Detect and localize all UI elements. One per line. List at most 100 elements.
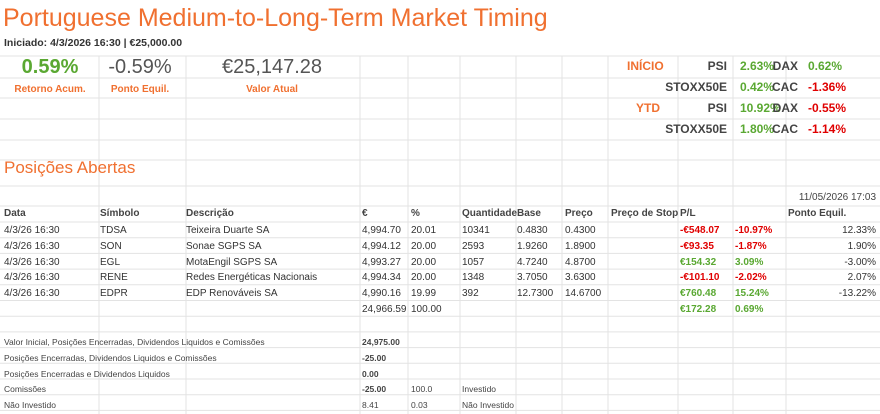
cell: -2.02% (735, 272, 767, 284)
cell: 15.24% (735, 288, 769, 300)
cell: 1348 (462, 272, 485, 284)
cell: EDP Renováveis SA (186, 288, 278, 300)
cell: 20.01 (411, 225, 437, 236)
cell: 4,993.27 (362, 256, 401, 268)
cell: 4/3/26 16:30 (4, 288, 60, 300)
index-name: CAC (772, 80, 798, 94)
cell: TDSA (100, 225, 127, 236)
summary-cell: 8.41 (362, 400, 379, 411)
cell: 1.90% (847, 240, 876, 252)
summary-label: Valor Atual (246, 84, 298, 95)
summary-cell: 0.00 (362, 368, 379, 379)
column-header: Base (517, 208, 541, 219)
cell: -€93.35 (680, 240, 714, 252)
cell: 2593 (462, 240, 485, 252)
index-value: -1.14% (808, 122, 847, 136)
summary-cell: Investido (462, 384, 497, 395)
summary-label: Ponto Equil. (110, 84, 170, 95)
column-header: Preço (565, 208, 593, 219)
summary-cell: 100.0 (411, 384, 433, 395)
cell: 10341 (462, 225, 490, 236)
column-header: % (411, 208, 420, 219)
cell: 20.00 (411, 272, 437, 284)
summary-cell: 0.03 (411, 400, 428, 411)
timestamp: 11/05/2026 17:03 (798, 192, 876, 203)
index-section: INÍCIO (627, 59, 664, 73)
cell: 4/3/26 16:30 (4, 272, 60, 284)
summary-cell: -25.00 (362, 384, 387, 395)
cell: 4/3/26 16:30 (4, 225, 60, 236)
cell: 3.6300 (565, 272, 596, 284)
summary-label: Valor Inicial, Posições Encerradas, Divi… (4, 337, 265, 347)
cell: 20.00 (411, 256, 437, 268)
index-name: STOXX50E (665, 80, 727, 94)
index-value: 0.42% (740, 80, 775, 94)
index-name: STOXX50E (665, 122, 727, 136)
index-section: YTD (636, 101, 660, 115)
cell: €154.32 (680, 256, 717, 268)
cell: 4,994.12 (362, 240, 401, 252)
column-header: P/L (680, 208, 696, 219)
index-value: 1.80% (740, 122, 775, 136)
cell: -€101.10 (680, 272, 720, 284)
column-header: Ponto Equil. (788, 208, 847, 219)
column-header: € (362, 208, 368, 219)
cell: -13.22% (838, 288, 876, 300)
cell: 14.6700 (565, 288, 602, 300)
summary-label: Não Investido (4, 400, 56, 411)
cell: -1.87% (735, 240, 767, 252)
index-value: -0.55% (808, 101, 847, 115)
index-name: PSI (707, 101, 727, 115)
column-header: Preço de Stop (611, 208, 679, 219)
title: Portuguese Medium-to-Long-Term Market Ti… (3, 4, 548, 32)
summary-value: -0.59% (108, 56, 172, 78)
cell: 392 (462, 288, 479, 300)
column-header: Quantidade (462, 208, 518, 219)
index-value: 0.62% (808, 59, 843, 73)
summary-label: Retorno Acum. (14, 84, 86, 95)
cell: 3.09% (735, 256, 764, 268)
cell: Sonae SGPS SA (186, 240, 262, 252)
index-name: CAC (772, 122, 798, 136)
cell: 2.07% (847, 272, 876, 284)
cell: 4.8700 (565, 256, 596, 268)
cell: 12.7300 (517, 288, 554, 300)
cell: 20.00 (411, 240, 437, 252)
started-info: Iniciado: 4/3/2026 16:30 | €25,000.00 (4, 37, 183, 49)
cell: -3.00% (844, 256, 876, 268)
summary-label: Comissões (4, 384, 47, 395)
cell: €760.48 (680, 288, 717, 300)
summary-value: €25,147.28 (221, 56, 323, 78)
column-header: Data (4, 208, 26, 219)
cell: Teixeira Duarte SA (186, 225, 270, 236)
index-value: 10.92% (740, 101, 781, 115)
index-value: 2.63% (740, 59, 775, 73)
cell: -€548.07 (680, 225, 720, 236)
index-name: DAX (772, 101, 798, 115)
cell: 4,994.34 (362, 272, 401, 284)
column-header: Descrição (186, 208, 234, 219)
cell: RENE (100, 272, 128, 284)
cell: Redes Energéticas Nacionais (186, 272, 318, 284)
summary-cell: 24,975.00 (362, 337, 400, 347)
cell: 19.99 (411, 288, 437, 300)
summary-label: Posições Encerradas e Dividendos Liquido… (4, 368, 170, 379)
cell: 0.4830 (517, 225, 548, 236)
cell: 1057 (462, 256, 485, 268)
index-value: -1.36% (808, 80, 847, 94)
cell: 1.8900 (565, 240, 596, 252)
cell: 4,994.70 (362, 225, 401, 236)
cell: 12.33% (842, 225, 876, 236)
cell: -10.97% (735, 225, 773, 236)
cell: EGL (100, 256, 121, 268)
column-header: Símbolo (100, 208, 140, 219)
cell: EDPR (100, 288, 128, 300)
cell: 4,990.16 (362, 288, 401, 300)
index-name: PSI (707, 59, 727, 73)
cell: 1.9260 (517, 240, 548, 252)
summary-cell: Não Investido (462, 400, 514, 411)
index-name: DAX (772, 59, 798, 73)
summary-value: 0.59% (21, 56, 79, 78)
